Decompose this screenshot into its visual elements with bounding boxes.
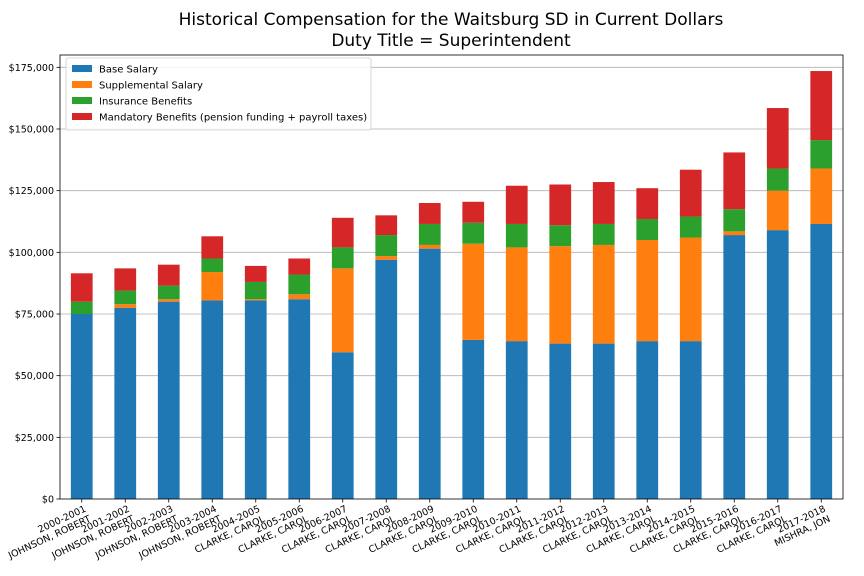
bar-segment xyxy=(331,217,354,248)
bar-segment xyxy=(723,231,746,236)
bars xyxy=(70,71,833,500)
bar-segment xyxy=(636,240,659,342)
bar-segment xyxy=(157,301,180,499)
y-tick-label: $25,000 xyxy=(15,433,54,444)
bar-segment xyxy=(766,108,789,169)
bar-segment xyxy=(636,219,659,240)
bar-segment xyxy=(375,235,398,257)
bar-segment xyxy=(462,201,485,223)
bar-segment xyxy=(766,190,789,231)
bar-segment xyxy=(723,209,746,232)
legend-swatch xyxy=(72,65,92,72)
bar-segment xyxy=(679,169,702,217)
y-tick-label: $50,000 xyxy=(15,371,54,382)
bar-segment xyxy=(462,243,485,340)
bar-segment xyxy=(288,258,311,275)
bar-segment xyxy=(723,152,746,210)
bar-segment xyxy=(679,237,702,342)
bar-segment xyxy=(244,299,267,301)
legend-label: Base Salary xyxy=(99,65,158,76)
bar-segment xyxy=(636,341,659,499)
legend-swatch xyxy=(72,113,92,120)
bar-segment xyxy=(766,168,789,191)
bar-segment xyxy=(810,168,833,224)
bar-segment xyxy=(244,265,267,282)
x-axis: 2000-2001JOHNSON, ROBERT2001-2002JOHNSON… xyxy=(1,499,832,562)
bar-segment xyxy=(331,247,354,269)
bar-segment xyxy=(549,225,572,247)
bar-segment xyxy=(331,352,354,499)
y-axis: $0 $25,000 $50,000 $75,000 $100,000 $125,000 $… xyxy=(9,63,60,506)
bar-segment xyxy=(462,222,485,244)
bar-segment xyxy=(549,343,572,499)
chart-title-line-1: Historical Compensation for the Waitsbur… xyxy=(179,10,724,30)
legend-box xyxy=(65,57,372,131)
bar-segment xyxy=(201,300,224,499)
bar-segment xyxy=(244,300,267,499)
bar-segment xyxy=(679,216,702,238)
bar-segment xyxy=(549,246,572,344)
bar-segment xyxy=(70,314,93,499)
y-tick-label: $150,000 xyxy=(9,125,54,136)
bar-segment xyxy=(592,182,615,224)
bar-segment xyxy=(505,223,528,248)
bar-segment xyxy=(592,223,615,245)
bar-segment xyxy=(810,71,833,141)
bar-segment xyxy=(114,268,137,291)
legend-label: Mandatory Benefits (pension funding + pa… xyxy=(99,113,367,124)
bar-segment xyxy=(592,244,615,344)
bar-segment xyxy=(549,184,572,226)
bar-segment xyxy=(810,223,833,499)
bar-segment xyxy=(505,185,528,224)
bar-segment xyxy=(810,140,833,169)
chart-title-line-2: Duty Title = Superintendent xyxy=(331,31,571,51)
bar-segment xyxy=(288,274,311,295)
bar-segment xyxy=(592,343,615,499)
bar-segment xyxy=(201,236,224,259)
bar-segment xyxy=(114,304,137,308)
bar-segment xyxy=(766,230,789,499)
bar-segment xyxy=(375,259,398,499)
bar-segment xyxy=(157,285,180,300)
bar-segment xyxy=(679,341,702,499)
bar-segment xyxy=(244,281,267,300)
bar-segment xyxy=(288,294,311,300)
bar-segment xyxy=(288,299,311,499)
bar-segment xyxy=(70,273,93,302)
y-tick-label: $75,000 xyxy=(15,310,54,321)
legend: Base Salary Supplemental Salary Insurance … xyxy=(65,57,372,131)
y-tick-label: $100,000 xyxy=(9,248,54,259)
y-tick-label: $125,000 xyxy=(9,186,54,197)
bar-segment xyxy=(375,256,398,260)
bar-segment xyxy=(70,301,93,314)
bar-segment xyxy=(418,248,441,499)
bar-segment xyxy=(636,188,659,220)
bar-segment xyxy=(331,268,354,353)
y-tick-label: $175,000 xyxy=(9,63,54,74)
bar-segment xyxy=(418,223,441,245)
svg-text:2000-2001JOHNSON, ROBERT: 2000-2001JOHNSON, ROBERT xyxy=(1,504,92,562)
bar-segment xyxy=(723,235,746,500)
bar-segment xyxy=(201,258,224,273)
bar-segment xyxy=(418,203,441,224)
bar-segment xyxy=(201,272,224,301)
legend-swatch xyxy=(72,81,92,88)
legend-label: Insurance Benefits xyxy=(99,97,192,108)
bar-segment xyxy=(505,341,528,499)
legend-label: Supplemental Salary xyxy=(99,81,203,92)
legend-swatch xyxy=(72,97,92,104)
bar-segment xyxy=(418,244,441,249)
x-tick-label: 2000-2001JOHNSON, ROBERT xyxy=(1,504,93,562)
bar-segment xyxy=(157,299,180,302)
y-tick-label: $0 xyxy=(42,495,54,506)
bar-segment xyxy=(375,215,398,236)
bar-segment xyxy=(505,247,528,342)
plot-frame xyxy=(59,54,844,500)
bar-segment xyxy=(157,264,180,286)
bar-segment xyxy=(114,290,137,305)
bar-segment xyxy=(114,307,137,499)
bar-segment xyxy=(462,339,485,499)
